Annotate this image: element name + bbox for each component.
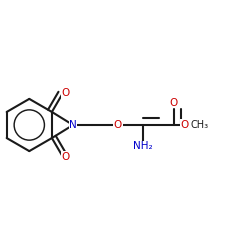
Text: O: O	[62, 152, 70, 162]
Text: CH₃: CH₃	[190, 120, 208, 130]
Text: O: O	[114, 120, 122, 130]
Text: O: O	[181, 120, 189, 130]
Text: O: O	[170, 98, 178, 108]
Text: NH₂: NH₂	[133, 141, 153, 151]
Text: O: O	[62, 88, 70, 98]
Text: N: N	[69, 120, 77, 130]
